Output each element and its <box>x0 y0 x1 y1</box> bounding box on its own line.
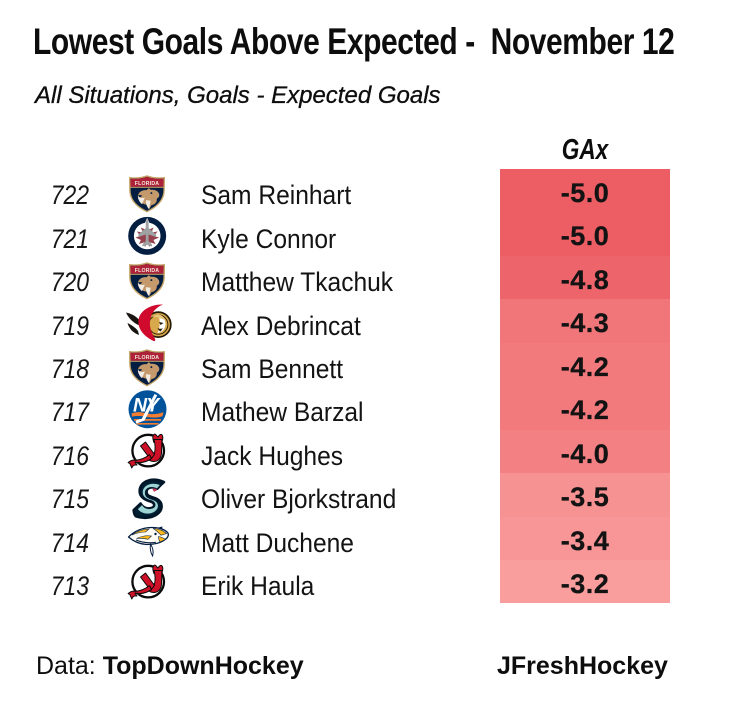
svg-text:FLORIDA: FLORIDA <box>135 268 160 274</box>
svg-text:FLORIDA: FLORIDA <box>135 181 160 187</box>
svg-text:FLORIDA: FLORIDA <box>135 355 160 361</box>
